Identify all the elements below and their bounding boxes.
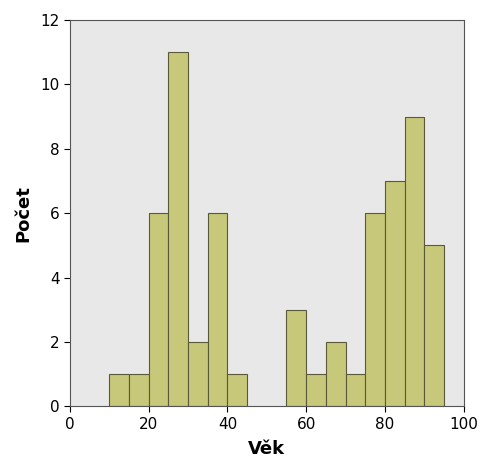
- Bar: [365, 213, 385, 406]
- Y-axis label: Počet: Počet: [14, 185, 32, 242]
- Bar: [227, 374, 247, 406]
- Bar: [326, 342, 345, 406]
- Bar: [306, 374, 326, 406]
- Bar: [385, 181, 404, 406]
- Bar: [424, 245, 444, 406]
- Bar: [286, 310, 306, 406]
- Bar: [129, 374, 149, 406]
- Bar: [149, 213, 168, 406]
- Bar: [109, 374, 129, 406]
- Bar: [404, 117, 424, 406]
- Bar: [168, 52, 188, 406]
- Bar: [208, 213, 227, 406]
- Bar: [345, 374, 365, 406]
- Bar: [188, 342, 208, 406]
- X-axis label: Věk: Věk: [248, 440, 285, 458]
